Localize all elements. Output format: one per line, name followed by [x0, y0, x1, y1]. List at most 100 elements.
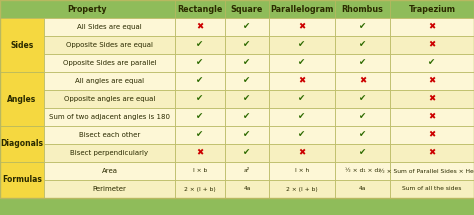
Text: ✔: ✔: [243, 95, 251, 103]
Bar: [225, 54, 269, 72]
Bar: [390, 180, 474, 198]
Bar: [390, 54, 474, 72]
Text: ✔: ✔: [243, 112, 251, 121]
Text: l × h: l × h: [295, 169, 309, 174]
Text: Area: Area: [101, 168, 118, 174]
Bar: [390, 108, 474, 126]
Text: Bisect each other: Bisect each other: [79, 132, 140, 138]
Bar: [335, 54, 390, 72]
Bar: [390, 144, 474, 162]
Text: ✔: ✔: [298, 58, 306, 68]
Bar: [269, 36, 335, 54]
Bar: [175, 72, 225, 90]
Text: ✔: ✔: [359, 40, 366, 49]
Bar: [335, 162, 390, 180]
Text: ✔: ✔: [298, 112, 306, 121]
Text: ✔: ✔: [298, 40, 306, 49]
Text: Opposite Sides are equal: Opposite Sides are equal: [66, 42, 153, 48]
Bar: [225, 162, 269, 180]
Text: Diagonals: Diagonals: [0, 140, 44, 149]
Text: Angles: Angles: [8, 95, 36, 103]
Bar: [175, 90, 225, 108]
Bar: [44, 54, 175, 72]
Text: Trapezium: Trapezium: [409, 5, 456, 14]
Bar: [390, 162, 474, 180]
Text: Property: Property: [68, 5, 107, 14]
Bar: [390, 36, 474, 54]
Bar: [44, 18, 175, 36]
Text: Bisect perpendicularly: Bisect perpendicularly: [71, 150, 148, 156]
Text: ✖: ✖: [428, 40, 436, 49]
Bar: [175, 180, 225, 198]
Bar: [269, 54, 335, 72]
Text: ✔: ✔: [243, 58, 251, 68]
Text: ✔: ✔: [359, 58, 366, 68]
Text: 2 × (l + b): 2 × (l + b): [286, 186, 318, 192]
Text: Sides: Sides: [10, 40, 34, 49]
Text: ✖: ✖: [428, 131, 436, 140]
Text: ✔: ✔: [196, 77, 204, 86]
Bar: [390, 90, 474, 108]
Text: Opposite Sides are parallel: Opposite Sides are parallel: [63, 60, 156, 66]
Bar: [269, 90, 335, 108]
Text: Opposite angles are equal: Opposite angles are equal: [64, 96, 155, 102]
Bar: [335, 108, 390, 126]
Bar: [335, 180, 390, 198]
Text: ✖: ✖: [298, 23, 306, 32]
Bar: [0, 72, 44, 126]
Text: ✔: ✔: [243, 23, 251, 32]
Text: 4a: 4a: [359, 186, 366, 192]
Text: ✖: ✖: [428, 112, 436, 121]
Text: ✖: ✖: [196, 149, 204, 158]
Bar: [225, 108, 269, 126]
Bar: [269, 108, 335, 126]
Bar: [44, 180, 175, 198]
Bar: [269, 72, 335, 90]
Bar: [225, 144, 269, 162]
Bar: [225, 72, 269, 90]
Bar: [390, 0, 474, 18]
Text: ✖: ✖: [428, 77, 436, 86]
Text: Perimeter: Perimeter: [92, 186, 127, 192]
Text: All Sides are equal: All Sides are equal: [77, 24, 142, 30]
Bar: [335, 0, 390, 18]
Bar: [0, 18, 44, 72]
Text: l × b: l × b: [193, 169, 207, 174]
Text: ✔: ✔: [196, 95, 204, 103]
Bar: [269, 162, 335, 180]
Bar: [0, 0, 175, 18]
Text: ✔: ✔: [359, 149, 366, 158]
Text: ✖: ✖: [428, 23, 436, 32]
Text: ✔: ✔: [243, 77, 251, 86]
Text: ✔: ✔: [243, 40, 251, 49]
Bar: [225, 18, 269, 36]
Bar: [175, 18, 225, 36]
Text: ✔: ✔: [243, 149, 251, 158]
Bar: [269, 18, 335, 36]
Bar: [390, 72, 474, 90]
Text: ½ × d₁ × d₂: ½ × d₁ × d₂: [345, 169, 380, 174]
Bar: [175, 144, 225, 162]
Text: ½ × Sum of Parallel Sides × Height: ½ × Sum of Parallel Sides × Height: [379, 168, 474, 174]
Text: ✔: ✔: [359, 112, 366, 121]
Text: ✖: ✖: [428, 95, 436, 103]
Bar: [44, 36, 175, 54]
Bar: [225, 36, 269, 54]
Bar: [44, 108, 175, 126]
Text: ✔: ✔: [196, 131, 204, 140]
Text: ✖: ✖: [298, 149, 306, 158]
Bar: [175, 36, 225, 54]
Text: ✖: ✖: [298, 77, 306, 86]
Text: ✔: ✔: [243, 131, 251, 140]
Text: ✔: ✔: [359, 95, 366, 103]
Bar: [175, 54, 225, 72]
Text: 2 × (l + b): 2 × (l + b): [184, 186, 216, 192]
Text: a²: a²: [244, 169, 250, 174]
Bar: [390, 18, 474, 36]
Bar: [44, 126, 175, 144]
Text: 4a: 4a: [243, 186, 251, 192]
Bar: [225, 90, 269, 108]
Text: ✖: ✖: [359, 77, 366, 86]
Text: ✔: ✔: [359, 23, 366, 32]
Text: ✔: ✔: [196, 112, 204, 121]
